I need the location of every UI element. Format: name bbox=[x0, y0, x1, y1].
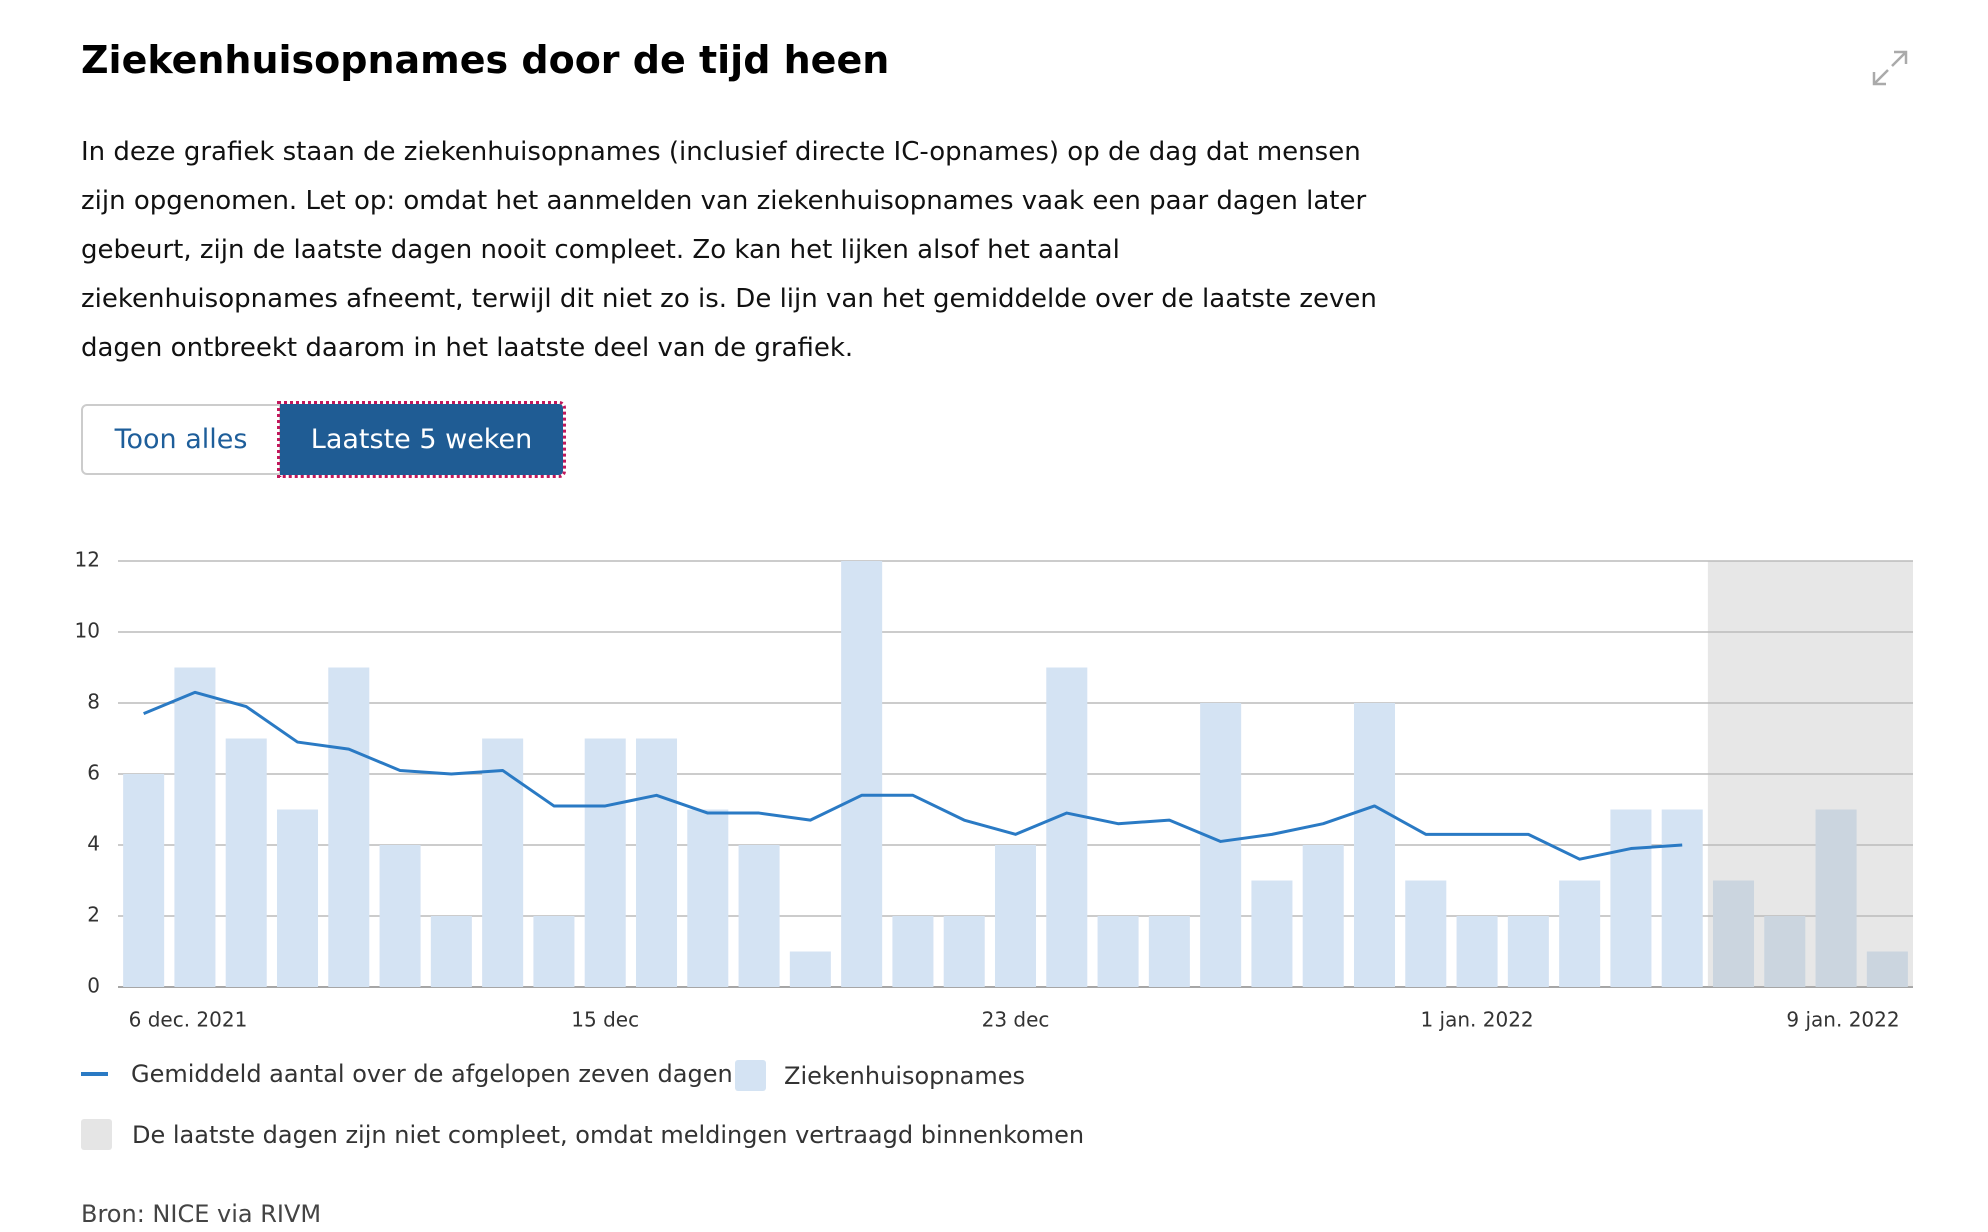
title: Ziekenhuisopnames door de tijd heen bbox=[81, 38, 890, 82]
bar bbox=[1610, 809, 1652, 987]
y-tick-label: 10 bbox=[75, 619, 100, 643]
chart: 0 2 4 6 8 10 12 6 dec. 2021 15 dec 23 dec 1 jan. 2… bbox=[75, 548, 1913, 1032]
bar bbox=[123, 774, 165, 987]
bar bbox=[1405, 880, 1447, 987]
bar bbox=[1046, 667, 1088, 987]
bar bbox=[430, 916, 472, 987]
y-tick-label: 6 bbox=[87, 761, 100, 785]
x-tick-label: 15 dec bbox=[571, 1008, 639, 1032]
incomplete-region bbox=[1707, 561, 1913, 987]
bar bbox=[1559, 880, 1601, 987]
bar bbox=[1353, 703, 1396, 987]
legend-item: Gemiddeld aantal over de afgelopen zeven… bbox=[81, 1060, 733, 1088]
y-tick-label: 0 bbox=[87, 974, 100, 998]
bar bbox=[584, 738, 626, 987]
bar bbox=[892, 916, 934, 987]
y-tick-label: 4 bbox=[87, 832, 100, 856]
button-active[interactable]: Laatste 5 weken bbox=[277, 401, 566, 478]
y-tick-label: 2 bbox=[87, 903, 100, 927]
bar bbox=[533, 916, 575, 987]
source: Bron: NICE via RIVM bbox=[81, 1200, 322, 1228]
bar bbox=[225, 738, 267, 987]
bar bbox=[1815, 809, 1857, 987]
x-tick-label: 9 jan. 2022 bbox=[1786, 1008, 1899, 1032]
bar bbox=[943, 916, 985, 987]
bar bbox=[379, 845, 421, 987]
x-tick-label: 1 jan. 2022 bbox=[1420, 1008, 1533, 1032]
bar bbox=[1251, 880, 1293, 987]
button[interactable]: Toon alles bbox=[81, 404, 281, 475]
legend-label: Gemiddeld aantal over de afgelopen zeven… bbox=[131, 1060, 733, 1088]
bar bbox=[994, 845, 1037, 987]
bar bbox=[687, 809, 729, 987]
legend-item: De laatste dagen zijn niet compleet, omd… bbox=[81, 1119, 1084, 1150]
bar bbox=[1456, 916, 1498, 987]
y-tick-label: 8 bbox=[87, 690, 100, 714]
y-tick-label: 12 bbox=[75, 548, 100, 572]
bar bbox=[841, 561, 883, 987]
bar bbox=[635, 738, 678, 987]
bar bbox=[1712, 880, 1755, 987]
bar bbox=[789, 951, 831, 987]
legend-item: Ziekenhuisopnames bbox=[735, 1060, 1025, 1091]
bar bbox=[1764, 916, 1806, 987]
bar bbox=[276, 809, 319, 987]
x-tick-label: 6 dec. 2021 bbox=[129, 1008, 248, 1032]
description: In deze grafiek staan de ziekenhuisopnam… bbox=[81, 137, 1377, 363]
bar bbox=[1866, 951, 1908, 987]
bar bbox=[1200, 703, 1242, 987]
x-tick-label: 23 dec bbox=[982, 1008, 1050, 1032]
bar bbox=[1507, 916, 1549, 987]
bar bbox=[482, 738, 524, 987]
bar bbox=[738, 845, 780, 987]
bar bbox=[1661, 809, 1703, 987]
bar bbox=[1302, 845, 1344, 987]
legend-label: De laatste dagen zijn niet compleet, omd… bbox=[132, 1120, 1085, 1149]
bar bbox=[1148, 916, 1190, 987]
legend-label: Ziekenhuisopnames bbox=[784, 1061, 1025, 1090]
bar bbox=[174, 667, 216, 987]
line bbox=[143, 690, 1683, 861]
bar bbox=[1097, 916, 1139, 987]
expand-icon[interactable] bbox=[1872, 50, 1908, 86]
bar bbox=[328, 667, 370, 987]
